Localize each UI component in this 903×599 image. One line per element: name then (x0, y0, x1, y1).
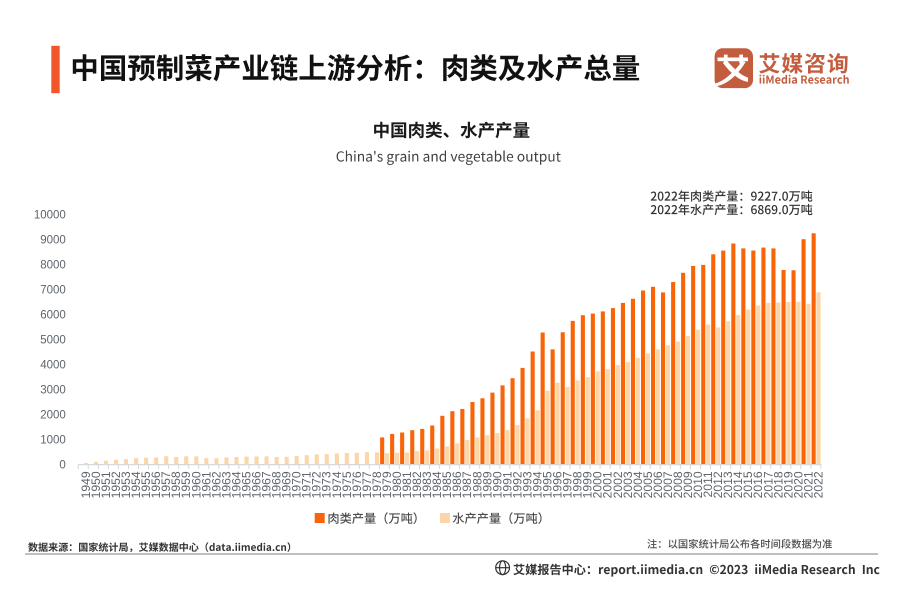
svg-text:1989: 1989 (480, 471, 494, 498)
svg-text:1000: 1000 (40, 435, 66, 447)
svg-text:2010: 2010 (691, 471, 705, 498)
svg-text:1976: 1976 (350, 471, 364, 498)
svg-text:2013: 2013 (721, 471, 735, 498)
svg-text:2004: 2004 (631, 471, 645, 498)
svg-text:2002: 2002 (611, 471, 625, 498)
svg-text:1950: 1950 (89, 471, 103, 498)
svg-text:1951: 1951 (99, 471, 113, 498)
svg-text:1962: 1962 (209, 471, 223, 498)
svg-text:1959: 1959 (179, 471, 193, 498)
svg-text:1966: 1966 (250, 471, 264, 498)
svg-text:5000: 5000 (40, 335, 66, 347)
svg-text:1974: 1974 (330, 471, 344, 498)
svg-text:10000: 10000 (34, 210, 66, 222)
svg-text:1993: 1993 (520, 471, 534, 498)
svg-text:1996: 1996 (551, 471, 565, 498)
svg-text:1987: 1987 (460, 471, 474, 498)
svg-text:1965: 1965 (240, 471, 254, 498)
svg-text:1997: 1997 (561, 471, 575, 498)
svg-text:2014: 2014 (731, 471, 745, 498)
svg-text:1973: 1973 (320, 471, 334, 498)
svg-text:2012: 2012 (711, 471, 725, 498)
svg-text:2018: 2018 (771, 471, 785, 498)
svg-text:1994: 1994 (531, 471, 545, 498)
svg-text:1967: 1967 (260, 471, 274, 498)
svg-text:1990: 1990 (490, 471, 504, 498)
svg-text:2003: 2003 (621, 471, 635, 498)
svg-text:1960: 1960 (189, 471, 203, 498)
svg-text:7000: 7000 (40, 285, 66, 297)
svg-text:2000: 2000 (591, 471, 605, 498)
svg-text:1952: 1952 (109, 471, 123, 498)
svg-text:2009: 2009 (681, 471, 695, 498)
svg-text:1953: 1953 (119, 471, 133, 498)
svg-text:1979: 1979 (380, 471, 394, 498)
svg-text:1963: 1963 (219, 471, 233, 498)
svg-text:1980: 1980 (390, 471, 404, 498)
svg-text:1977: 1977 (360, 471, 374, 498)
svg-text:3000: 3000 (40, 385, 66, 397)
svg-text:2020: 2020 (791, 471, 805, 498)
svg-text:1956: 1956 (149, 471, 163, 498)
svg-text:2022: 2022 (812, 471, 826, 498)
svg-text:1978: 1978 (370, 471, 384, 498)
svg-text:1999: 1999 (581, 471, 595, 498)
svg-text:1971: 1971 (300, 471, 314, 498)
svg-text:2019: 2019 (781, 471, 795, 498)
svg-text:2000: 2000 (40, 410, 66, 422)
svg-text:1986: 1986 (450, 471, 464, 498)
svg-text:1981: 1981 (400, 471, 414, 498)
svg-text:0: 0 (59, 460, 65, 472)
svg-text:1958: 1958 (169, 471, 183, 498)
svg-text:1961: 1961 (199, 471, 213, 498)
svg-text:1968: 1968 (270, 471, 284, 498)
svg-text:1975: 1975 (340, 471, 354, 498)
svg-text:1955: 1955 (139, 471, 153, 498)
svg-text:1957: 1957 (159, 471, 173, 498)
svg-text:1969: 1969 (280, 471, 294, 498)
svg-text:2021: 2021 (801, 471, 815, 498)
svg-text:1983: 1983 (420, 471, 434, 498)
svg-text:1949: 1949 (79, 471, 93, 498)
svg-text:2007: 2007 (661, 471, 675, 498)
svg-text:1964: 1964 (229, 471, 243, 498)
svg-text:4000: 4000 (40, 360, 66, 372)
svg-text:1972: 1972 (310, 471, 324, 498)
svg-text:2011: 2011 (701, 471, 715, 497)
svg-text:1992: 1992 (510, 471, 524, 498)
svg-text:9000: 9000 (40, 235, 66, 247)
svg-text:1988: 1988 (470, 471, 484, 498)
svg-text:1982: 1982 (410, 471, 424, 498)
svg-text:2001: 2001 (601, 471, 615, 498)
svg-text:2006: 2006 (651, 471, 665, 498)
svg-text:8000: 8000 (40, 260, 66, 272)
svg-text:2016: 2016 (751, 471, 765, 498)
svg-text:2008: 2008 (671, 471, 685, 498)
svg-text:1954: 1954 (129, 471, 143, 498)
svg-text:1985: 1985 (440, 471, 454, 498)
svg-text:1995: 1995 (541, 471, 555, 498)
svg-text:1984: 1984 (430, 471, 444, 498)
svg-text:2017: 2017 (761, 471, 775, 498)
svg-text:1998: 1998 (571, 471, 585, 498)
svg-text:2015: 2015 (741, 471, 755, 498)
svg-text:6000: 6000 (40, 310, 66, 322)
svg-text:1970: 1970 (290, 471, 304, 498)
svg-text:2005: 2005 (641, 471, 655, 498)
svg-text:1991: 1991 (500, 471, 514, 498)
